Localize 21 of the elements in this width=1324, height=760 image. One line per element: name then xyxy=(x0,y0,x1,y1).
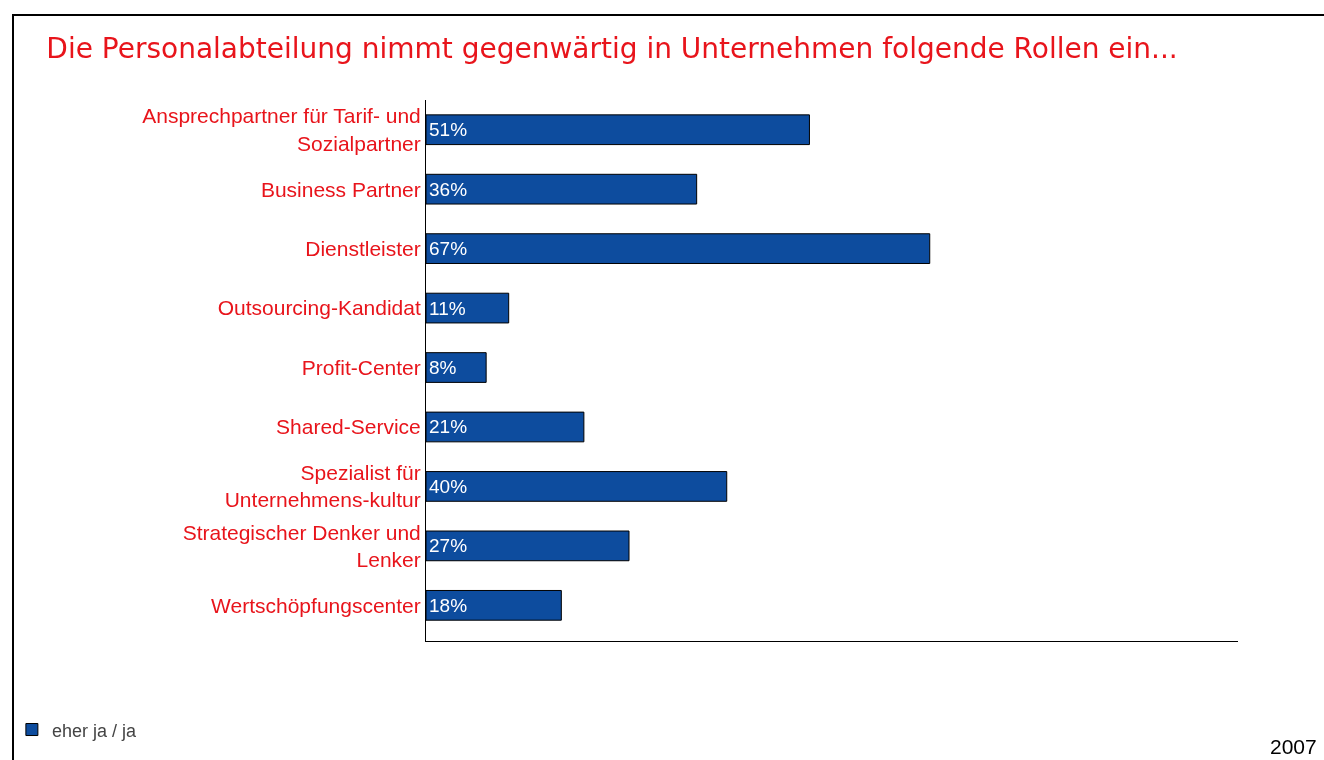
data-label: 21% xyxy=(429,416,468,438)
y-tick-label: Shared-Service xyxy=(276,415,421,439)
data-label: 11% xyxy=(429,297,466,319)
data-label: 67% xyxy=(429,238,468,260)
y-tick-label: Ansprechpartner für Tarif- und Sozialpartner xyxy=(142,104,421,155)
data-label: 8% xyxy=(429,357,457,379)
y-tick-label: Spezialist für Unternehmens-kultur xyxy=(224,461,421,512)
text: 2007 xyxy=(1270,735,1317,758)
data-label: 18% xyxy=(429,594,468,616)
data-label: 27% xyxy=(429,535,468,557)
y-tick-label: Outsourcing-Kandidat xyxy=(217,296,421,320)
legend-label: eher ja / ja xyxy=(51,720,137,741)
data-label: 40% xyxy=(429,475,468,497)
data-label: 51% xyxy=(429,119,468,141)
y-tick-label: Business Partner xyxy=(260,177,421,201)
y-tick-label: Dienstleister xyxy=(305,236,421,260)
y-tick-label: Profit-Center xyxy=(301,355,421,379)
data-label: 36% xyxy=(429,178,468,200)
y-tick-label: Strategischer Denker und Lenker xyxy=(182,520,421,571)
y-tick-label: Wertschöpfungscenter xyxy=(211,593,421,617)
chart-title: Die Personalabteilung nimmt gegenwärtig in Unternehmen folgende Rollen ein... xyxy=(46,31,1178,65)
